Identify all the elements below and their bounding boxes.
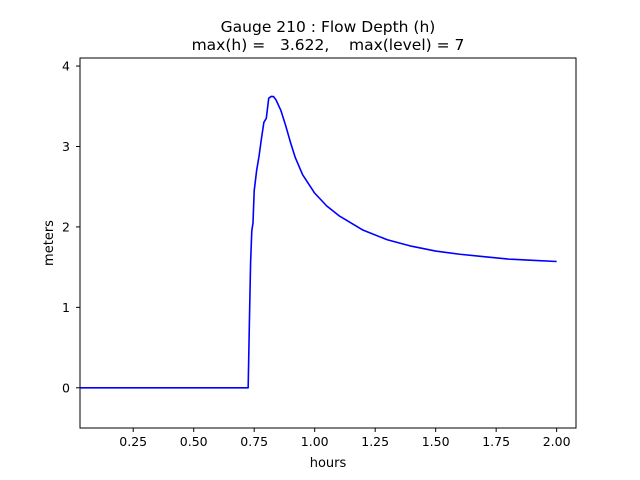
plot-area <box>79 57 577 429</box>
x-tick-label: 1.50 <box>422 434 450 449</box>
x-axis-label: hours <box>310 456 347 471</box>
y-tick-label: 1 <box>62 300 70 315</box>
y-tick-label: 2 <box>62 219 70 234</box>
flow-depth-series-line <box>80 95 557 389</box>
y-axis: 0 1 2 3 4 <box>62 59 80 395</box>
x-tick-label: 1.75 <box>482 434 510 449</box>
y-axis-label: meters <box>42 220 57 266</box>
x-tick-label: 2.00 <box>543 434 571 449</box>
y-tick-label: 3 <box>62 139 70 154</box>
x-tick-label: 0.25 <box>119 434 147 449</box>
x-tick-label: 1.25 <box>361 434 389 449</box>
axes-frame <box>79 57 577 429</box>
x-tick-label: 0.50 <box>180 434 208 449</box>
chart-subtitle: max(h) = 3.622, max(level) = 7 <box>192 36 465 54</box>
chart-title: Gauge 210 : Flow Depth (h) <box>221 18 436 36</box>
x-axis: 0.25 0.50 0.75 1.00 1.25 1.50 1.75 2.00 <box>119 428 571 449</box>
y-tick-label: 0 <box>62 380 70 395</box>
y-tick-label: 4 <box>62 59 70 74</box>
x-tick-label: 1.00 <box>301 434 329 449</box>
x-tick-label: 0.75 <box>240 434 268 449</box>
